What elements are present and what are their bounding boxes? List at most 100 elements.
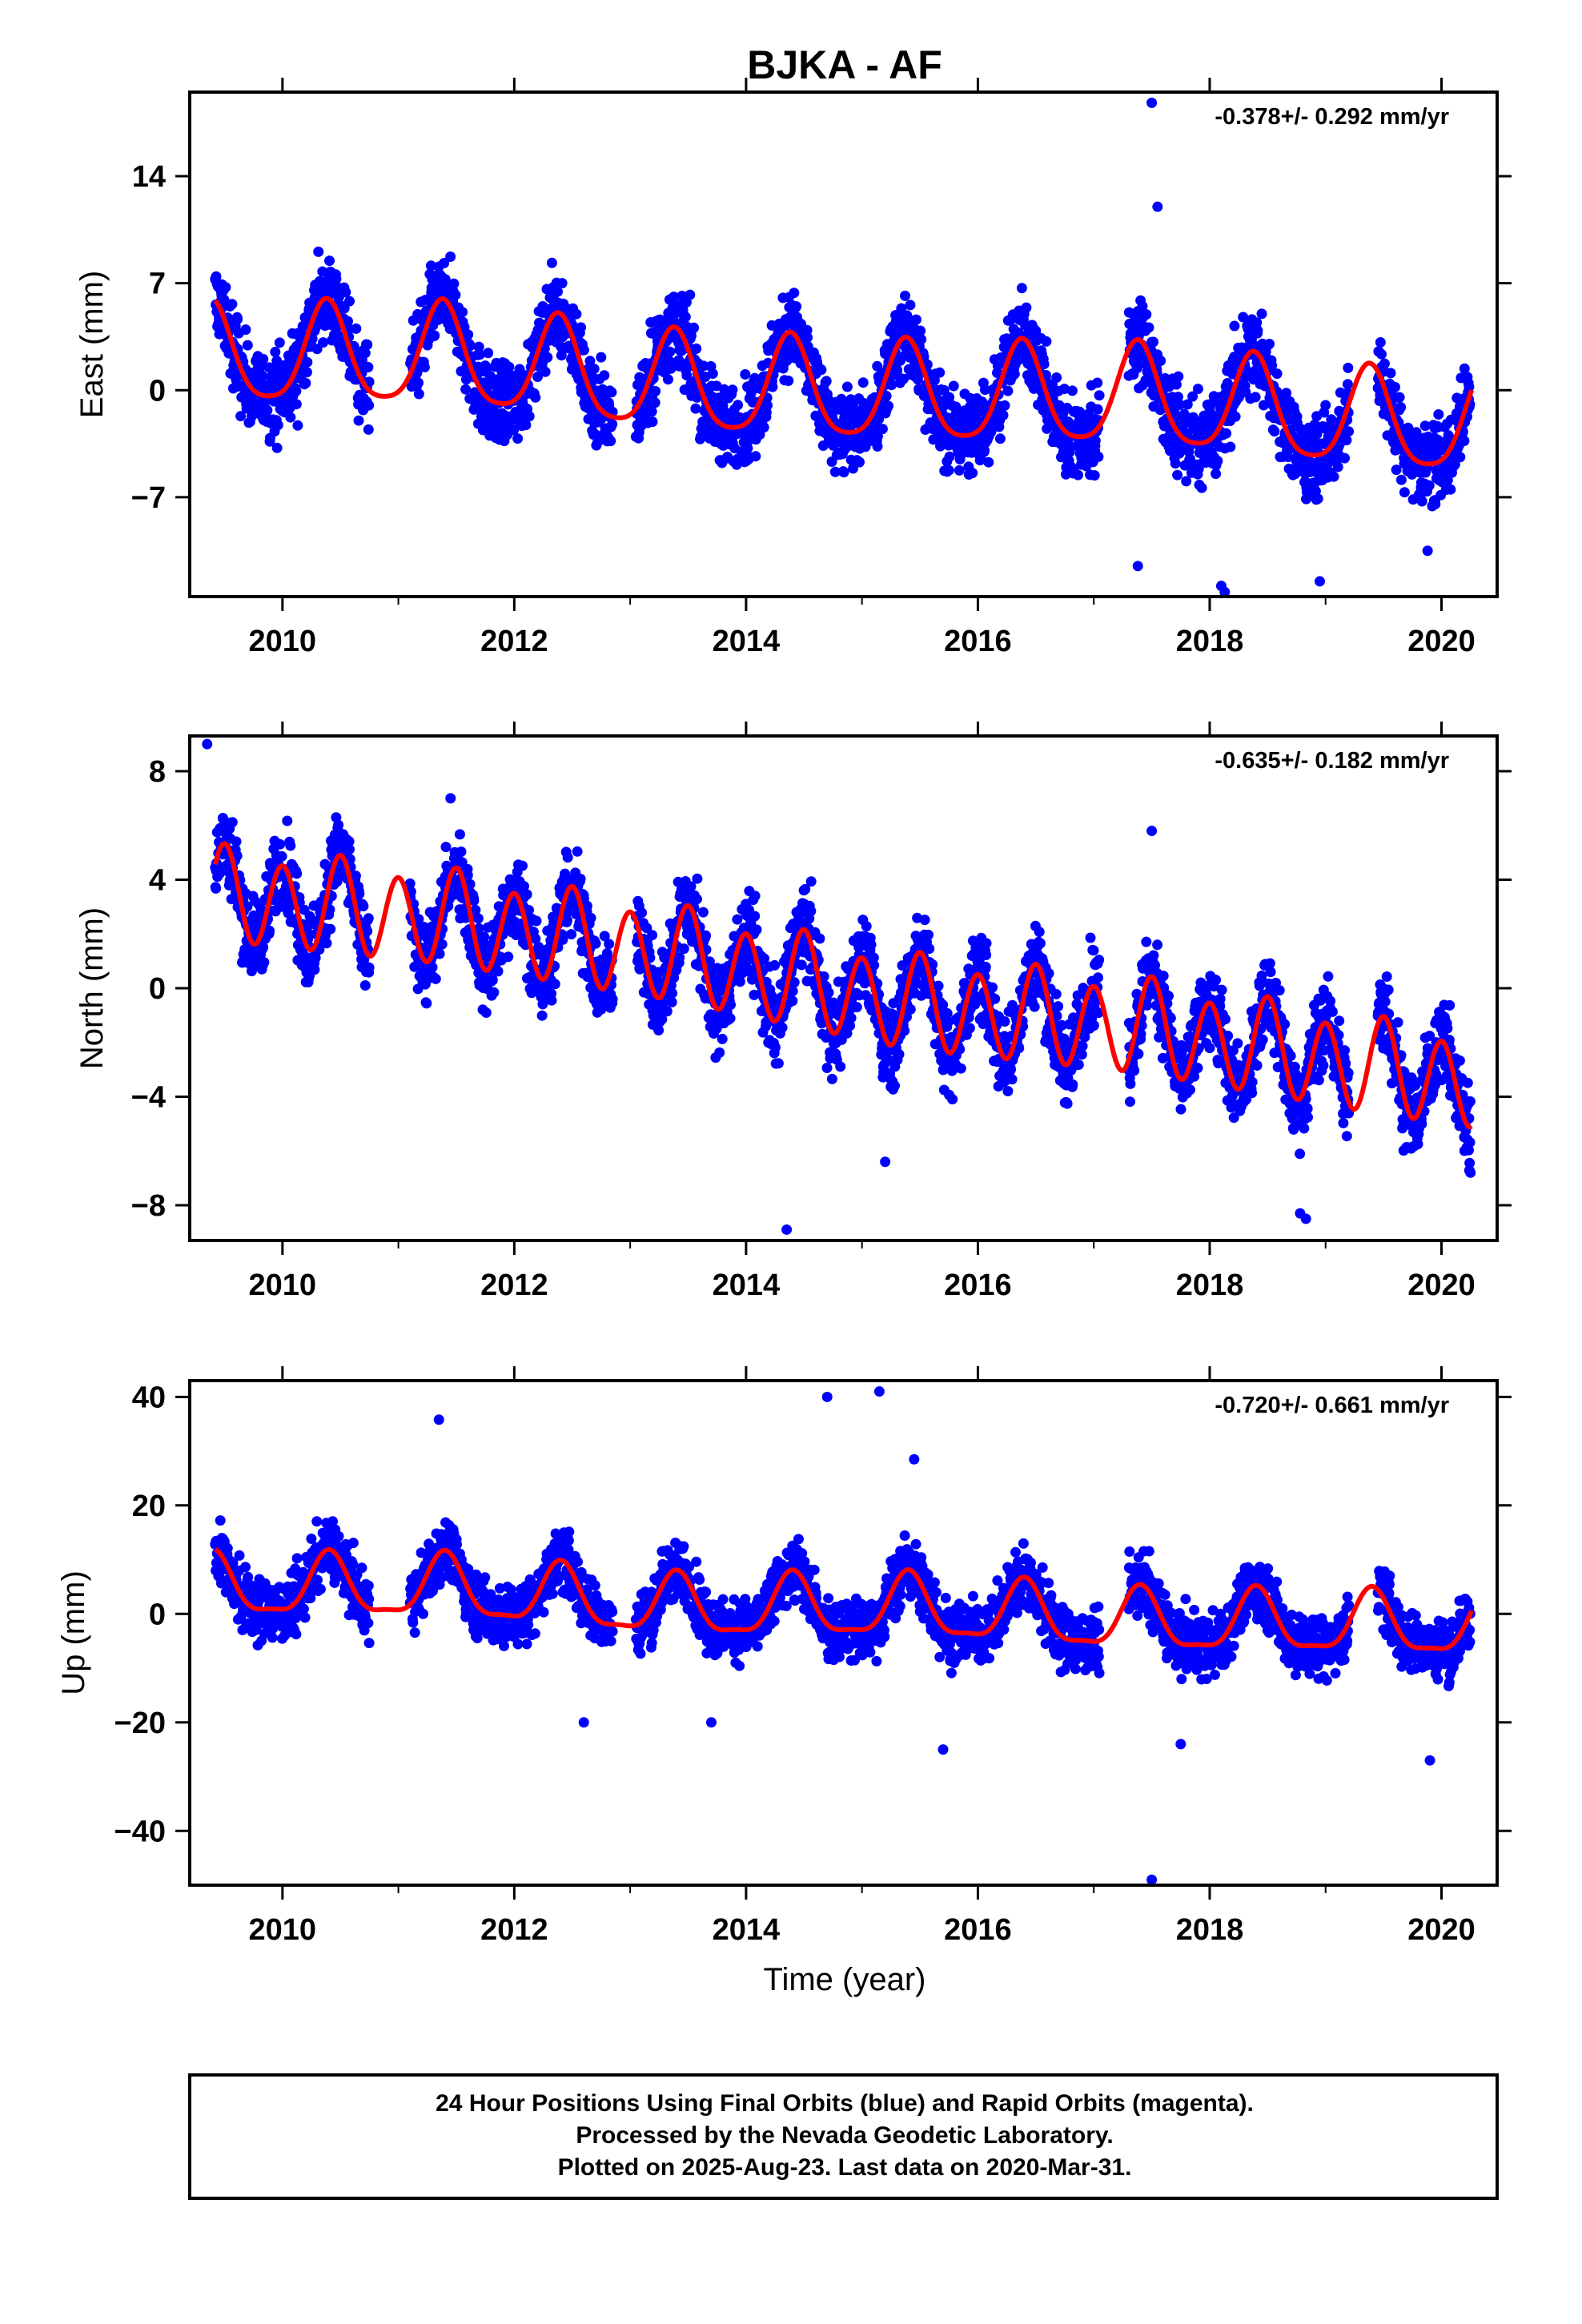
data-point [915, 325, 926, 336]
data-point [536, 1010, 548, 1021]
data-point [351, 323, 362, 334]
y-tick-label: 7 [149, 267, 166, 301]
data-point [910, 314, 921, 325]
data-point [531, 915, 542, 927]
data-point [1250, 392, 1261, 403]
data-point [227, 299, 238, 310]
data-point [814, 933, 825, 944]
data-point [1267, 360, 1278, 371]
data-point [877, 424, 888, 435]
data-point [1021, 302, 1032, 313]
data-point [300, 377, 311, 388]
data-point [816, 364, 827, 376]
data-point [1395, 474, 1407, 485]
data-point [325, 923, 336, 935]
data-point [404, 878, 416, 889]
data-point [1385, 368, 1396, 379]
data-point [549, 979, 560, 990]
data-point [473, 923, 484, 934]
data-point [1464, 381, 1475, 392]
data-point [492, 966, 504, 977]
data-point [665, 363, 677, 374]
data-point [1416, 496, 1427, 507]
figure-title: BJKA - AF [747, 42, 942, 87]
data-point [363, 913, 374, 924]
data-point [1375, 337, 1386, 348]
data-point [916, 334, 927, 345]
data-point [1229, 320, 1240, 332]
data-point [599, 931, 610, 942]
data-point [606, 387, 617, 398]
data-point [231, 836, 242, 847]
data-point [892, 364, 903, 376]
data-point [944, 451, 955, 462]
data-point [262, 404, 273, 416]
data-point [1192, 384, 1203, 395]
data-point [769, 959, 781, 971]
data-point [259, 957, 270, 968]
data-point [1170, 458, 1181, 469]
data-point [647, 416, 658, 428]
data-point [1092, 404, 1103, 415]
data-point [537, 999, 548, 1010]
data-point [454, 829, 465, 840]
data-point [751, 924, 762, 935]
data-point [948, 380, 959, 392]
data-point [789, 977, 800, 988]
data-point [1093, 451, 1104, 462]
data-point [576, 322, 586, 333]
data-point [354, 888, 365, 899]
data-point [823, 987, 834, 998]
data-point [318, 337, 329, 348]
data-point [749, 989, 760, 1000]
data-point [1094, 390, 1105, 401]
data-point [924, 943, 935, 955]
data-point [923, 929, 934, 940]
data-point [714, 1047, 725, 1058]
data-point [1155, 356, 1166, 366]
data-point [517, 860, 528, 871]
data-point [472, 913, 484, 924]
data-point [353, 415, 364, 426]
data-point [526, 987, 537, 999]
data-point [910, 975, 921, 987]
data-point [450, 289, 461, 300]
data-point [787, 995, 798, 1007]
data-point [1137, 300, 1148, 312]
data-point [934, 367, 946, 378]
data-point [967, 468, 978, 479]
data-point [460, 384, 472, 395]
data-point [350, 870, 361, 882]
data-point [291, 868, 303, 879]
data-point [532, 372, 543, 382]
data-point [301, 367, 312, 378]
data-point [943, 464, 954, 476]
data-point [1002, 385, 1014, 396]
data-point [1459, 363, 1470, 374]
data-point [542, 352, 553, 363]
outlier-point [1152, 201, 1163, 212]
data-point [789, 287, 800, 299]
data-point [1271, 368, 1283, 380]
data-point [838, 467, 849, 478]
fit-line [213, 296, 1475, 467]
data-point [979, 384, 990, 396]
data-point [1433, 409, 1444, 420]
data-point [363, 400, 375, 411]
data-point [483, 348, 494, 359]
data-point [581, 900, 592, 911]
data-point [1211, 468, 1222, 480]
data-point [1423, 480, 1435, 491]
data-point [575, 874, 586, 884]
data-point [1320, 400, 1331, 411]
data-point [1252, 325, 1263, 336]
data-point [1182, 399, 1193, 410]
x-tick-label: 2014 [713, 625, 781, 658]
data-point [758, 422, 769, 433]
data-point [317, 266, 328, 277]
data-point [445, 251, 456, 262]
data-point [309, 964, 320, 975]
data-point [998, 410, 1009, 420]
